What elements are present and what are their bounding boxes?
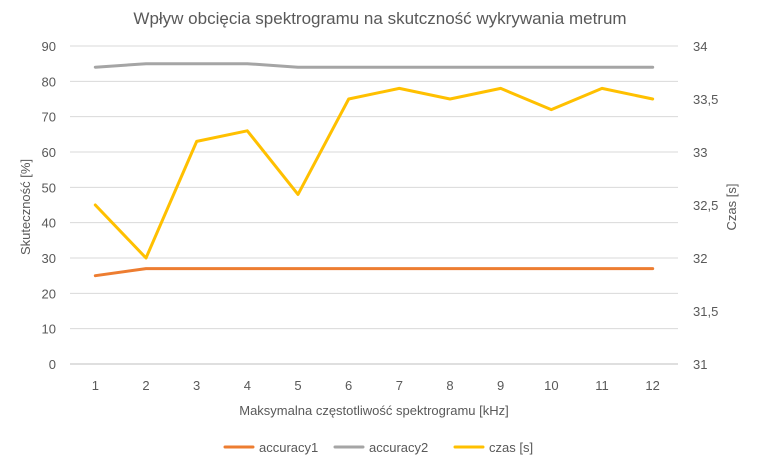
legend: accuracy1 accuracy2 czas [s]	[223, 440, 533, 455]
x-tick-label: 12	[645, 378, 659, 393]
y2-tick-label: 31	[693, 357, 707, 372]
y-tick-label: 70	[42, 110, 56, 125]
legend-label: czas [s]	[489, 440, 533, 455]
y-tick-label: 30	[42, 251, 56, 266]
y-axis-label: Skuteczność [%]	[18, 159, 33, 255]
x-tick-label: 7	[396, 378, 403, 393]
series-line-accuracy1	[93, 267, 655, 278]
y-tick-label: 40	[42, 216, 56, 231]
series-line-accuracy2	[93, 62, 655, 69]
x-axis-label: Maksymalna częstotliwość spektrogramu [k…	[239, 403, 508, 418]
chart-title: Wpływ obcięcia spektrogramu na skutcznoś…	[133, 9, 626, 28]
x-tick-label: 3	[193, 378, 200, 393]
series-lines	[93, 62, 655, 278]
x-tick-label: 6	[345, 378, 352, 393]
tick-labels: 01020304050607080903131,53232,53333,5341…	[42, 39, 719, 393]
y2-tick-label: 33,5	[693, 92, 718, 107]
x-tick-label: 4	[244, 378, 251, 393]
y-tick-label: 60	[42, 145, 56, 160]
y2-tick-label: 31,5	[693, 304, 718, 319]
gridlines	[70, 45, 678, 365]
y2-tick-label: 34	[693, 39, 707, 54]
legend-label: accuracy2	[369, 440, 428, 455]
y2-tick-label: 32,5	[693, 198, 718, 213]
x-tick-label: 8	[446, 378, 453, 393]
y-tick-label: 90	[42, 39, 56, 54]
x-tick-label: 11	[595, 378, 609, 393]
y2-tick-label: 32	[693, 251, 707, 266]
x-tick-label: 2	[142, 378, 149, 393]
y2-axis-label: Czas [s]	[724, 184, 739, 231]
x-tick-label: 5	[294, 378, 301, 393]
y-tick-label: 0	[49, 357, 56, 372]
legend-label: accuracy1	[259, 440, 318, 455]
y-tick-label: 10	[42, 322, 56, 337]
y-tick-label: 50	[42, 180, 56, 195]
y2-tick-label: 33	[693, 145, 707, 160]
x-tick-label: 9	[497, 378, 504, 393]
x-tick-label: 10	[544, 378, 558, 393]
y-tick-label: 20	[42, 286, 56, 301]
x-tick-label: 1	[92, 378, 99, 393]
series-line-czas-s-	[93, 86, 655, 260]
y-tick-label: 80	[42, 74, 56, 89]
